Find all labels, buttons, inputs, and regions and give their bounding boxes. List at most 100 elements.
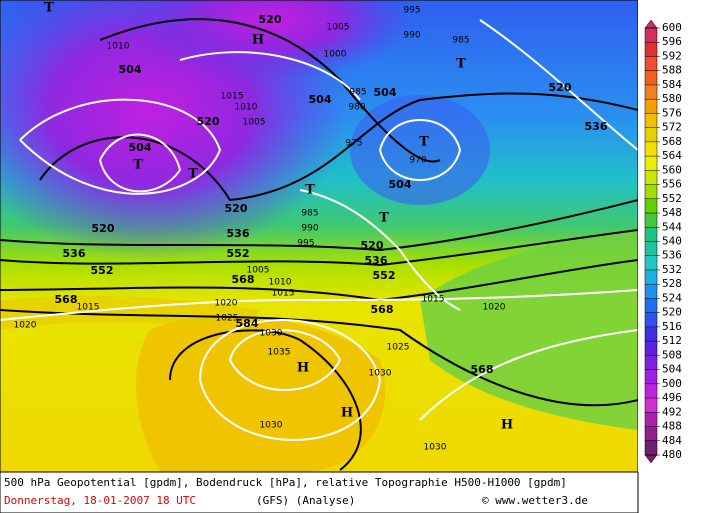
colorbar-tick-label: 576 bbox=[662, 106, 682, 119]
pressure-label: 1030 bbox=[424, 443, 447, 453]
colorbar-tick-label: 500 bbox=[662, 377, 682, 390]
geopotential-label: 520 bbox=[259, 13, 282, 26]
colorbar-band bbox=[645, 312, 657, 327]
pressure-system: T bbox=[188, 167, 198, 182]
colorbar-tick-label: 544 bbox=[662, 220, 682, 233]
colorbar-band bbox=[645, 412, 657, 427]
colorbar-band bbox=[645, 398, 657, 413]
colorbar-tick-label: 564 bbox=[662, 149, 682, 162]
pressure-label: 1015 bbox=[422, 295, 445, 305]
pressure-label: 990 bbox=[301, 224, 318, 234]
colorbar-band bbox=[645, 383, 657, 399]
pressure-label: 1025 bbox=[216, 314, 239, 324]
geopotential-label: 520 bbox=[549, 81, 572, 94]
pressure-label: 1030 bbox=[369, 369, 392, 379]
geopotential-label: 552 bbox=[373, 269, 396, 282]
colorbar-tick-label: 484 bbox=[662, 434, 682, 447]
geopotential-label: 504 bbox=[374, 86, 397, 99]
colorbar-tick-label: 568 bbox=[662, 135, 682, 148]
footer-date: Donnerstag, 18-01-2007 18 UTC bbox=[4, 494, 196, 507]
pressure-system: H bbox=[341, 406, 353, 421]
geopotential-label: 504 bbox=[119, 63, 142, 76]
colorbar-band bbox=[645, 28, 657, 43]
colorbar-tick-label: 588 bbox=[662, 64, 682, 77]
footer-description: 500 hPa Geopotential [gpdm], Bodendruck … bbox=[4, 476, 567, 489]
geopotential-label: 584 bbox=[236, 317, 259, 330]
colorbar-band bbox=[645, 170, 657, 185]
colorbar-tick-label: 532 bbox=[662, 263, 682, 276]
colorbar-band bbox=[645, 241, 657, 256]
colorbar-band bbox=[645, 42, 657, 57]
geopotential-label: 536 bbox=[227, 227, 250, 240]
pressure-label: 995 bbox=[297, 239, 314, 249]
colorbar-band bbox=[645, 99, 657, 114]
colorbar-tick-label: 488 bbox=[662, 420, 682, 433]
geopotential-label: 568 bbox=[371, 303, 394, 316]
colorbar-band bbox=[645, 84, 657, 100]
pressure-system: T bbox=[44, 1, 54, 16]
colorbar-band bbox=[645, 227, 657, 242]
pressure-system: T bbox=[419, 135, 429, 150]
colorbar-band bbox=[645, 426, 657, 441]
colorbar-band bbox=[645, 355, 657, 370]
pressure-label: 1030 bbox=[260, 329, 283, 339]
pressure-label: 1010 bbox=[269, 278, 292, 288]
pressure-label: 985 bbox=[349, 88, 366, 98]
colorbar-tick-label: 512 bbox=[662, 334, 682, 347]
colorbar-band bbox=[645, 156, 657, 171]
pressure-label: 1015 bbox=[221, 92, 244, 102]
pressure-label: 1005 bbox=[327, 23, 350, 33]
colorbar-tick-label: 528 bbox=[662, 277, 682, 290]
geopotential-label: 536 bbox=[365, 254, 388, 267]
pressure-system: H bbox=[501, 418, 513, 433]
colorbar-band bbox=[645, 213, 657, 228]
colorbar-tick-label: 524 bbox=[662, 291, 682, 304]
geopotential-label: 568 bbox=[232, 273, 255, 286]
pressure-system: T bbox=[456, 57, 466, 72]
pressure-label: 1010 bbox=[107, 42, 130, 52]
geopotential-label: 552 bbox=[227, 247, 250, 260]
pressure-label: 1020 bbox=[215, 299, 238, 309]
pressure-label: 1015 bbox=[77, 303, 100, 313]
pressure-label: 1005 bbox=[243, 118, 266, 128]
colorbar-tick-label: 600 bbox=[662, 21, 682, 34]
pressure-system: T bbox=[305, 183, 315, 198]
colorbar-tick-label: 584 bbox=[662, 78, 682, 91]
pressure-label: 1020 bbox=[14, 321, 37, 331]
pressure-label: 970 bbox=[409, 156, 426, 166]
map-background bbox=[0, 0, 638, 472]
geopotential-label: 520 bbox=[361, 239, 384, 252]
colorbar-tick-label: 560 bbox=[662, 163, 682, 176]
geopotential-label: 504 bbox=[389, 178, 412, 191]
colorbar-tick-label: 596 bbox=[662, 35, 682, 48]
pressure-label: 975 bbox=[345, 139, 362, 149]
geopotential-label: 568 bbox=[55, 293, 78, 306]
pressure-label: 1010 bbox=[235, 103, 258, 113]
colorbar-tick-label: 508 bbox=[662, 348, 682, 361]
pressure-label: 985 bbox=[301, 209, 318, 219]
colorbar-tick-label: 536 bbox=[662, 249, 682, 262]
colorbar-band bbox=[645, 269, 657, 285]
colorbar-tick-label: 516 bbox=[662, 320, 682, 333]
colorbar-tick-label: 548 bbox=[662, 206, 682, 219]
pressure-label: 1005 bbox=[247, 266, 270, 276]
pressure-system: T bbox=[133, 158, 143, 173]
pressure-system: T bbox=[379, 211, 389, 226]
colorbar-band bbox=[645, 284, 657, 299]
footer-model: (GFS) (Analyse) bbox=[256, 494, 355, 507]
colorbar-tick-label: 520 bbox=[662, 306, 682, 319]
colorbar-band bbox=[645, 184, 657, 199]
geopotential-label: 568 bbox=[471, 363, 494, 376]
colorbar-band bbox=[645, 341, 657, 356]
pressure-system: H bbox=[297, 361, 309, 376]
colorbar-tick-label: 496 bbox=[662, 391, 682, 404]
geopotential-label: 520 bbox=[92, 222, 115, 235]
pressure-label: 995 bbox=[403, 6, 420, 16]
colorbar-band bbox=[645, 255, 657, 270]
pressure-system: H bbox=[252, 33, 264, 48]
colorbar-tick-label: 552 bbox=[662, 192, 682, 205]
footer-box bbox=[0, 471, 639, 513]
colorbar-band bbox=[645, 326, 657, 342]
colorbar-tick-label: 556 bbox=[662, 178, 682, 191]
